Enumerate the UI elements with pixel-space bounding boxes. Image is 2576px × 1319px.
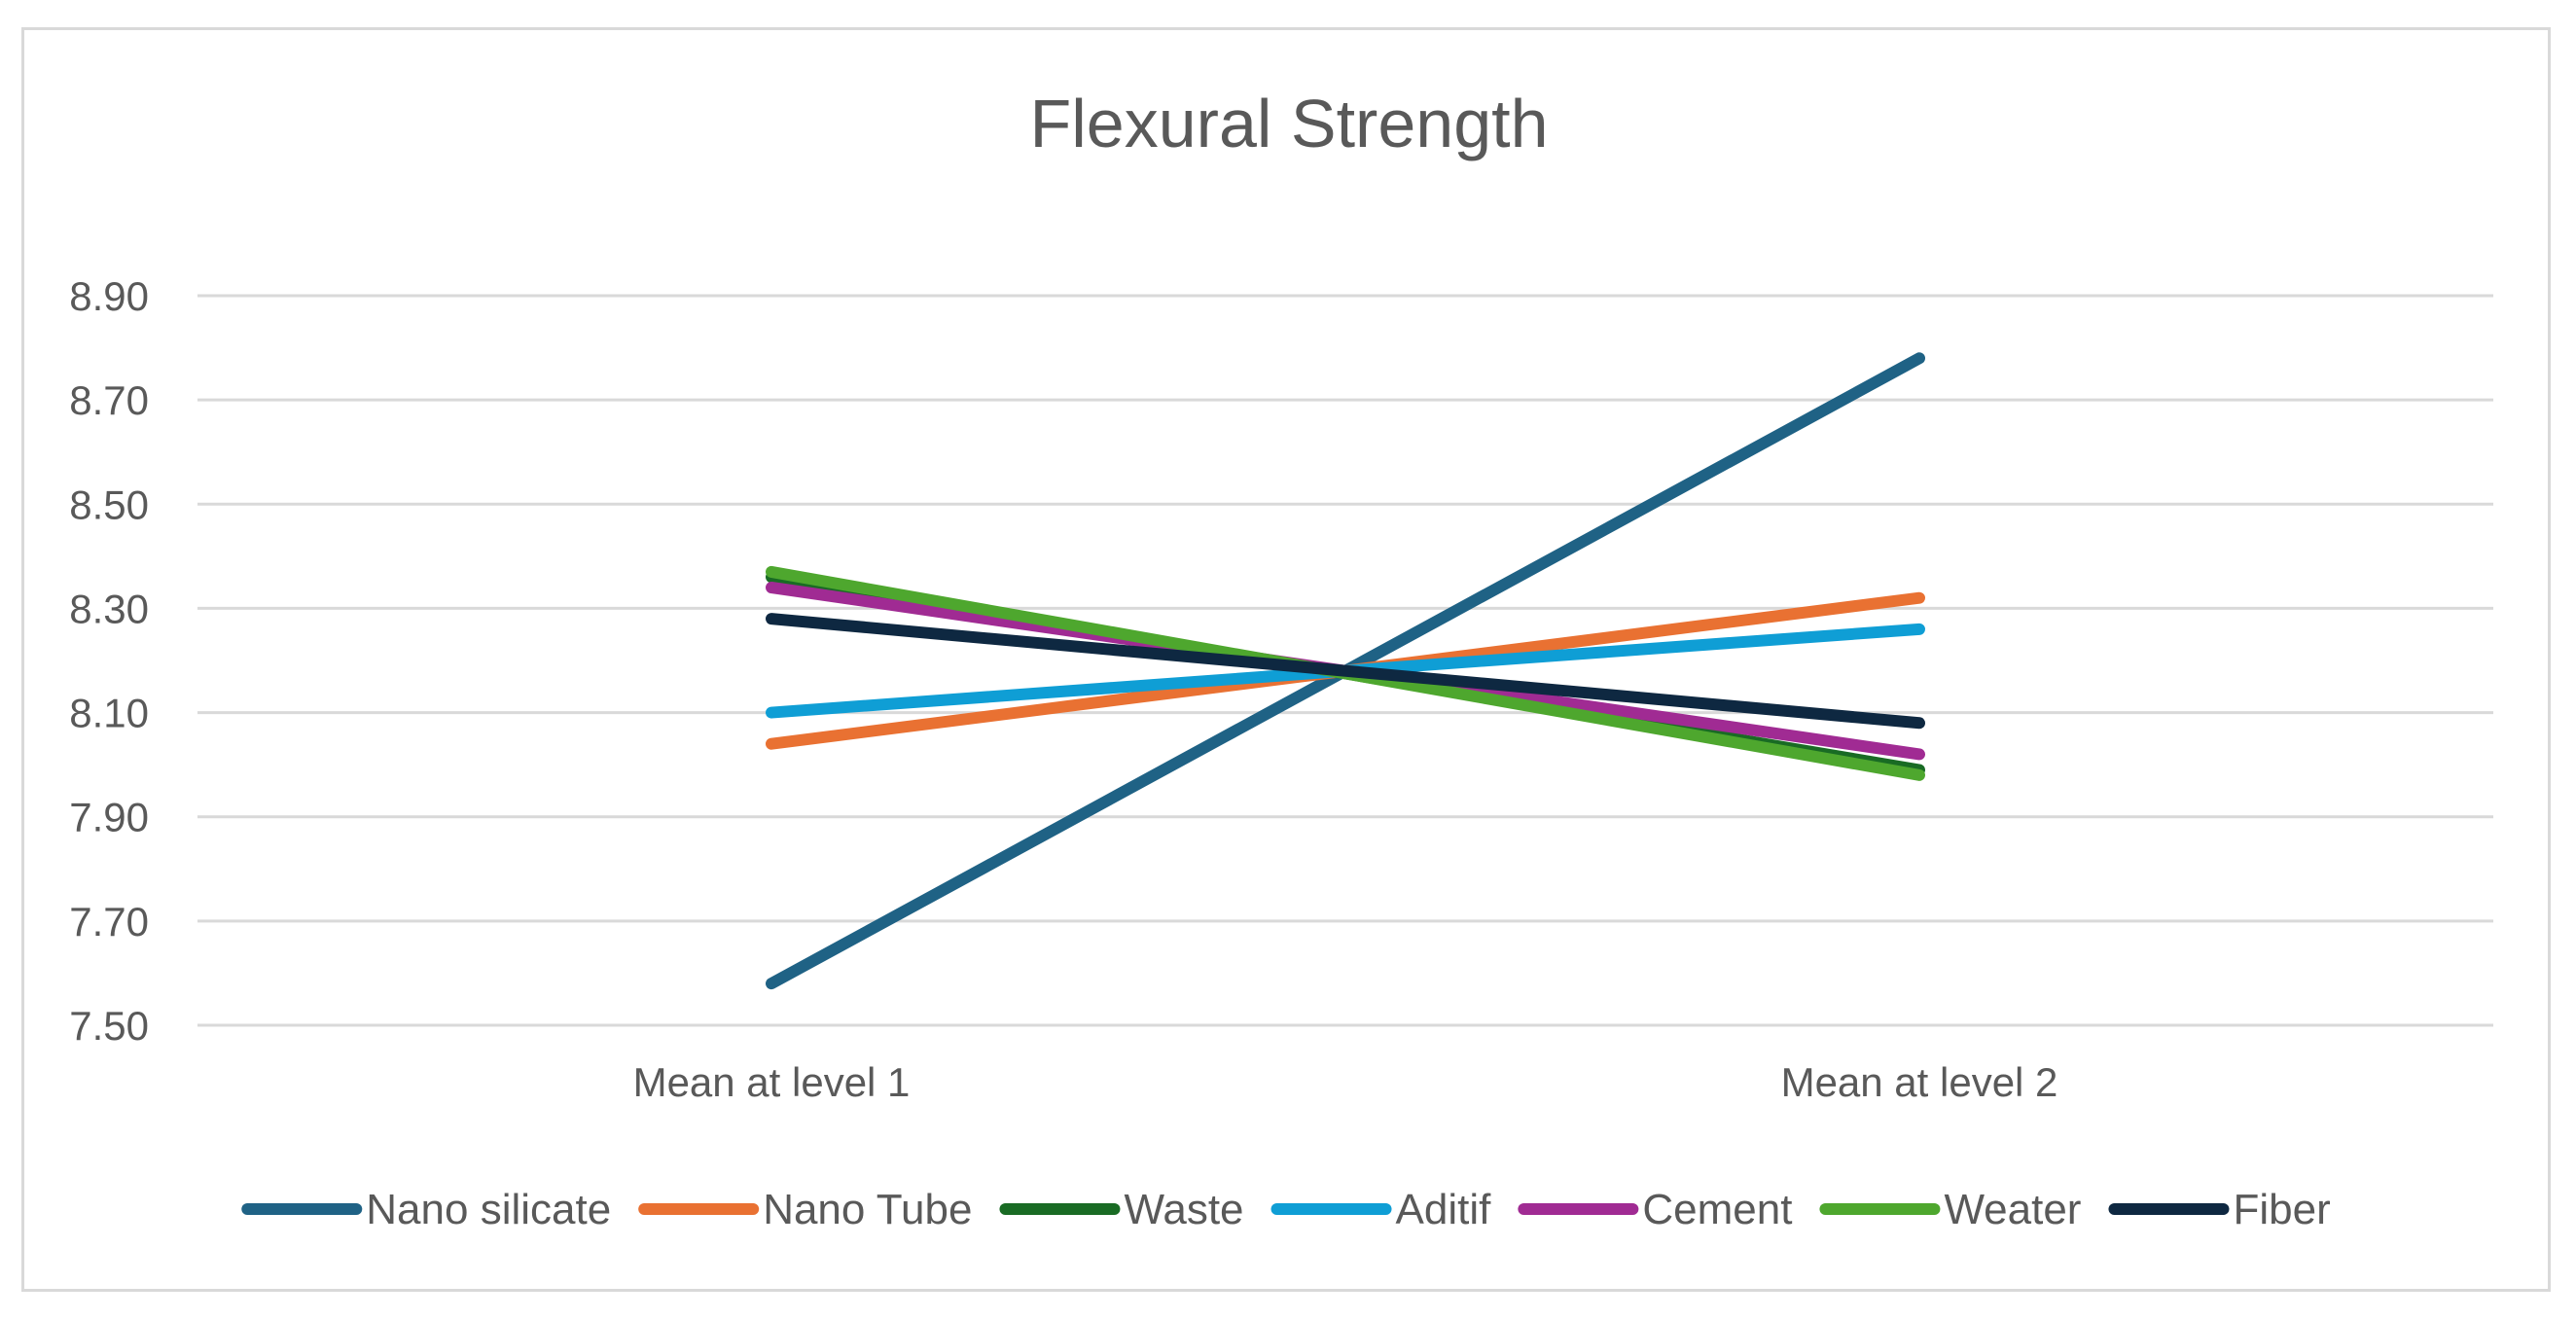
x-tick-label: Mean at level 2	[1781, 1059, 2058, 1105]
legend-item: Cement	[1518, 1186, 1792, 1233]
series-line-fiber	[766, 613, 1925, 730]
legend-label: Nano Tube	[763, 1186, 972, 1233]
y-tick-label: 8.90	[69, 273, 149, 319]
legend: Nano silicate Nano Tube Waste Aditif Cement W…	[241, 1186, 2331, 1233]
legend-label: Fiber	[2233, 1186, 2330, 1233]
legend-label: Weater	[1944, 1186, 2081, 1233]
legend-label: Waste	[1124, 1186, 1243, 1233]
y-tick-label: 7.70	[69, 899, 149, 945]
y-tick-label: 8.30	[69, 586, 149, 631]
chart-title: Flexural Strength	[1029, 86, 1548, 161]
line-chart: Flexural Strength 8.90 8.70 8.50 8.30 8.10 7.…	[69, 86, 2493, 1233]
y-tick-label: 7.90	[69, 795, 149, 840]
legend-item: Nano Tube	[638, 1186, 972, 1233]
y-tick-label: 7.50	[69, 1003, 149, 1049]
y-axis-ticks: 8.90 8.70 8.50 8.30 8.10 7.90 7.70 7.50	[69, 273, 149, 1049]
legend-label: Cement	[1642, 1186, 1792, 1233]
legend-item: Nano silicate	[241, 1186, 611, 1233]
gridlines	[197, 294, 2493, 1027]
x-tick-label: Mean at level 1	[633, 1059, 911, 1105]
series-lines	[766, 352, 1925, 990]
legend-item: Fiber	[2108, 1186, 2331, 1233]
legend-label: Nano silicate	[366, 1186, 611, 1233]
legend-label: Aditif	[1396, 1186, 1492, 1233]
y-tick-label: 8.10	[69, 691, 149, 736]
legend-item: Waste	[999, 1186, 1244, 1233]
legend-item: Aditif	[1270, 1186, 1492, 1233]
chart-area: Flexural Strength 8.90 8.70 8.50 8.30 8.10 7.…	[21, 27, 2551, 1292]
y-tick-label: 8.50	[69, 481, 149, 527]
x-axis-ticks: Mean at level 1 Mean at level 2	[633, 1059, 2058, 1105]
legend-item: Weater	[1819, 1186, 2081, 1233]
y-tick-label: 8.70	[69, 377, 149, 423]
